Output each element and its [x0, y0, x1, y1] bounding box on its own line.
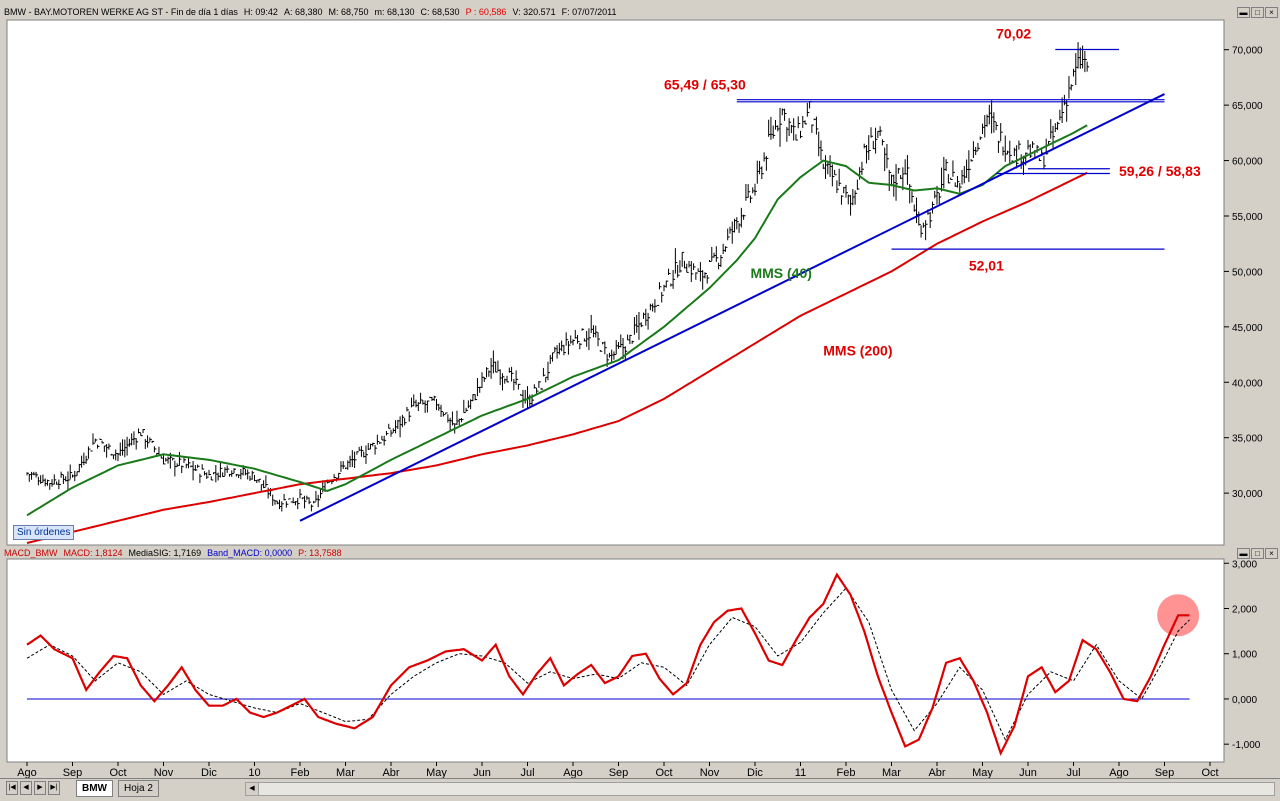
macd-tick-label: -1,000: [1232, 740, 1261, 751]
trendline-main: [299, 93, 1165, 522]
price-tick-label: 65,000: [1232, 101, 1263, 112]
title-part-3: M: 68,750: [328, 7, 369, 17]
minimize-button[interactable]: ▬: [1237, 7, 1250, 18]
macd-tick-label: 3,000: [1232, 559, 1257, 570]
prev-sheet-button[interactable]: ◀: [20, 781, 32, 795]
x-tick-label: Feb: [837, 767, 856, 779]
close-button[interactable]: ×: [1265, 7, 1278, 18]
x-tick-label: Ago: [1109, 767, 1129, 779]
x-tick-label: Nov: [154, 767, 174, 779]
title-part-0: BMW - BAY.MOTOREN WERKE AG ST - Fin de d…: [4, 7, 238, 17]
macd-part-0: MACD_BMW: [4, 548, 58, 558]
maximize-button[interactable]: □: [1251, 7, 1264, 18]
chart-annotation: 52,01: [969, 257, 1004, 273]
sheet-tab-hoja2[interactable]: Hoja 2: [118, 780, 159, 797]
first-sheet-button[interactable]: |◀: [6, 781, 18, 795]
macd-part-4: P: 13,7588: [298, 548, 342, 558]
macd-maximize-button[interactable]: □: [1251, 548, 1264, 559]
scroll-left-icon[interactable]: ◀: [246, 783, 259, 795]
price-tick-label: 55,000: [1232, 212, 1263, 223]
macd-part-2: MediaSIG: 1,7169: [128, 548, 202, 558]
macd-tick-label: 1,000: [1232, 650, 1257, 661]
x-tick-label: Jun: [473, 767, 491, 779]
x-tick-label: Sep: [63, 767, 83, 779]
x-tick-label: May: [972, 767, 993, 779]
macd-header: MACD_BMW MACD: 1,8124 MediaSIG: 1,7169 Band…: [0, 547, 1225, 560]
x-tick-label: Jun: [1019, 767, 1037, 779]
chart-annotation: 65,49 / 65,30: [664, 77, 746, 93]
title-part-7: V: 320.571: [512, 7, 556, 17]
macd-close-button[interactable]: ×: [1265, 548, 1278, 559]
price-tick-label: 30,000: [1232, 489, 1263, 500]
title-part-5: C: 68,530: [420, 7, 460, 17]
x-tick-label: Oct: [1201, 767, 1218, 779]
x-tick-label: 11: [795, 767, 806, 779]
macd-signal-line: [26, 587, 1190, 741]
price-tick-label: 40,000: [1232, 378, 1263, 389]
x-tick-label: Jul: [1066, 767, 1080, 779]
mms200-line: [26, 171, 1088, 544]
price-panel-bg: [6, 19, 1225, 546]
x-tick-label: 10: [248, 767, 260, 779]
x-tick-label: Ago: [563, 767, 583, 779]
macd-tick-label: 0,000: [1232, 695, 1257, 706]
x-tick-label: Ago: [17, 767, 37, 779]
title-part-1: H: 09:42: [243, 7, 278, 17]
x-tick-label: May: [426, 767, 447, 779]
title-part-6: P : 60,586: [465, 7, 507, 17]
price-tick-label: 45,000: [1232, 323, 1263, 334]
x-tick-label: Jul: [520, 767, 534, 779]
horizontal-scrollbar[interactable]: ◀: [245, 782, 1275, 796]
price-tick-label: 70,000: [1232, 46, 1263, 57]
next-icon: ▶: [37, 784, 43, 791]
x-tick-label: Feb: [291, 767, 310, 779]
macd-tick-label: 2,000: [1232, 604, 1257, 615]
x-tick-label: Sep: [609, 767, 629, 779]
sheet-bar: |◀ ◀ ▶ ▶| BMW Hoja 2 ◀: [0, 778, 1280, 801]
title-part-2: A: 68,380: [283, 7, 323, 17]
chart-annotation: 70,02: [996, 26, 1031, 42]
macd-line: [26, 572, 1190, 757]
x-tick-label: Abr: [928, 767, 945, 779]
chart-annotation: MMS (40): [750, 265, 811, 281]
price-tick-label: 60,000: [1232, 157, 1263, 168]
macd-part-3: Band_MACD: 0,0000: [207, 548, 293, 558]
title-part-4: m: 68,130: [374, 7, 415, 17]
x-tick-label: Dic: [201, 767, 217, 779]
last-sheet-button[interactable]: ▶|: [48, 781, 60, 795]
x-tick-label: Mar: [882, 767, 901, 779]
chart-annotation: 59,26 / 58,83: [1119, 163, 1201, 179]
title-part-8: F: 07/07/2011: [561, 7, 617, 17]
macd-panel-bg: [6, 558, 1225, 763]
x-tick-label: Oct: [655, 767, 672, 779]
x-tick-label: Mar: [336, 767, 355, 779]
macd-part-1: MACD: 1,8124: [63, 548, 123, 558]
x-tick-label: Oct: [109, 767, 126, 779]
sheet-tab-bmw[interactable]: BMW: [76, 780, 113, 797]
next-sheet-button[interactable]: ▶: [34, 781, 46, 795]
chart-annotation: MMS (200): [823, 343, 892, 359]
x-tick-label: Dic: [747, 767, 763, 779]
first-icon: |◀: [8, 784, 16, 791]
last-icon: ▶|: [50, 784, 58, 791]
price-tick-label: 50,000: [1232, 267, 1263, 278]
price-header: BMW - BAY.MOTOREN WERKE AG ST - Fin de d…: [0, 6, 1225, 19]
prev-icon: ◀: [23, 784, 29, 791]
x-tick-label: Sep: [1155, 767, 1175, 779]
macd-minimize-button[interactable]: ▬: [1237, 548, 1250, 559]
x-tick-label: Nov: [700, 767, 720, 779]
price-tick-label: 35,000: [1232, 434, 1263, 445]
orders-badge[interactable]: Sin órdenes: [13, 525, 75, 540]
x-tick-label: Abr: [382, 767, 399, 779]
mms40-line: [26, 124, 1088, 517]
